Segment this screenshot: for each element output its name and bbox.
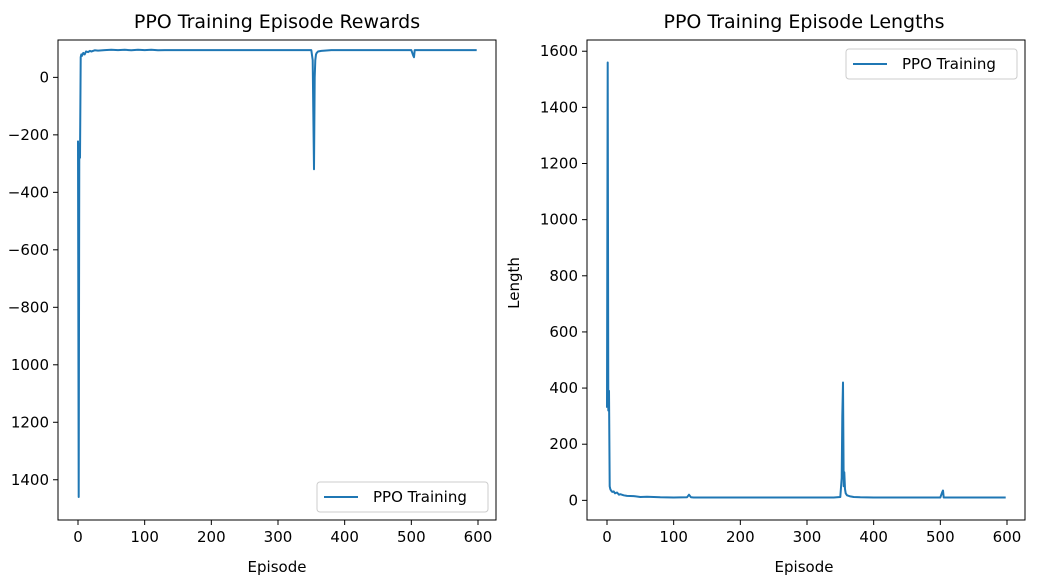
lengths-y-tick-label: 0 — [568, 491, 578, 509]
lengths-x-tick-label: 500 — [926, 528, 955, 546]
rewards-x-tick-label: 300 — [264, 528, 293, 546]
rewards-legend-box — [316, 481, 489, 513]
rewards-y-tick-label: −800 — [8, 298, 49, 316]
rewards-chart-title: PPO Training Episode Rewards — [134, 11, 420, 33]
lengths-series-line — [606, 61, 1006, 499]
rewards-legend-label: PPO Training — [373, 488, 467, 506]
rewards-x-tick-label: 400 — [330, 528, 359, 546]
lengths-y-tick-label: 600 — [549, 323, 578, 341]
rewards-x-tick-label: 200 — [197, 528, 226, 546]
lengths-y-axis-label: Length — [505, 257, 523, 309]
lengths-y-tick-label: 1200 — [540, 155, 578, 173]
rewards-x-tick-label: 100 — [130, 528, 159, 546]
lengths-x-tick-label: 300 — [793, 528, 822, 546]
lengths-x-tick-label: 600 — [993, 528, 1022, 546]
lengths-y-tick-label: 200 — [549, 435, 578, 453]
lengths-y-tick-label: 400 — [549, 379, 578, 397]
rewards-y-tick-label: 1000 — [11, 356, 49, 374]
rewards-y-tick-label: −200 — [8, 126, 49, 144]
lengths-chart-title: PPO Training Episode Lengths — [663, 11, 944, 33]
lengths-legend-label: PPO Training — [902, 55, 996, 73]
rewards-y-tick-label: −600 — [8, 241, 49, 259]
lengths-x-tick-label: 200 — [726, 528, 755, 546]
rewards-y-tick-label: 1200 — [11, 413, 49, 431]
rewards-y-tick-label: 1400 — [11, 471, 49, 489]
lengths-y-tick-label: 1600 — [540, 42, 578, 60]
lengths-legend-box — [845, 48, 1018, 80]
rewards-series-line — [77, 48, 477, 498]
rewards-y-tick-label: 0 — [39, 68, 49, 86]
lengths-plot-frame — [586, 39, 1026, 521]
rewards-x-tick-label: 600 — [464, 528, 493, 546]
lengths-y-tick-label: 1000 — [540, 211, 578, 229]
lengths-x-tick-label: 400 — [859, 528, 888, 546]
lengths-x-tick-label: 100 — [659, 528, 688, 546]
lengths-legend: PPO Training — [845, 48, 1018, 80]
rewards-x-tick-label: 0 — [73, 528, 83, 546]
rewards-x-tick-label: 500 — [397, 528, 426, 546]
lengths-y-tick-label: 1400 — [540, 98, 578, 116]
rewards-legend: PPO Training — [316, 481, 489, 513]
rewards-y-tick-label: −400 — [8, 183, 49, 201]
lengths-x-tick-label: 0 — [602, 528, 612, 546]
lengths-y-tick-label: 800 — [549, 267, 578, 285]
rewards-plot-frame — [57, 39, 497, 521]
rewards-x-axis-label: Episode — [248, 558, 307, 576]
lengths-x-axis-label: Episode — [775, 558, 834, 576]
